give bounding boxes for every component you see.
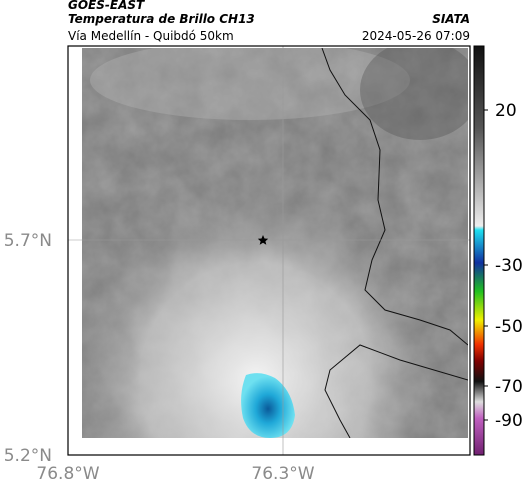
colorbar-label: -70 xyxy=(495,377,523,397)
colorbar-label: -30 xyxy=(495,256,523,276)
lon-label: 76.8°W xyxy=(36,464,99,484)
timestamp: 2024-05-26 07:09 xyxy=(362,29,470,43)
credit: SIATA xyxy=(432,12,470,26)
colorbar xyxy=(473,45,485,456)
subtitle: Vía Medellín - Quibdó 50km xyxy=(68,29,234,43)
lat-label: 5.2°N xyxy=(4,446,52,466)
source: GOES-EAST xyxy=(68,0,145,12)
location-marker xyxy=(257,235,269,245)
colorbar-label: 20 xyxy=(495,101,517,121)
lat-label: 5.7°N xyxy=(4,231,52,251)
map-frame xyxy=(67,45,471,456)
title: Temperatura de Brillo CH13 xyxy=(68,12,255,26)
lon-label: 76.3°W xyxy=(251,464,314,484)
colorbar-label: -90 xyxy=(495,411,523,431)
satellite-image xyxy=(82,48,468,438)
colorbar-label: -50 xyxy=(495,317,523,337)
